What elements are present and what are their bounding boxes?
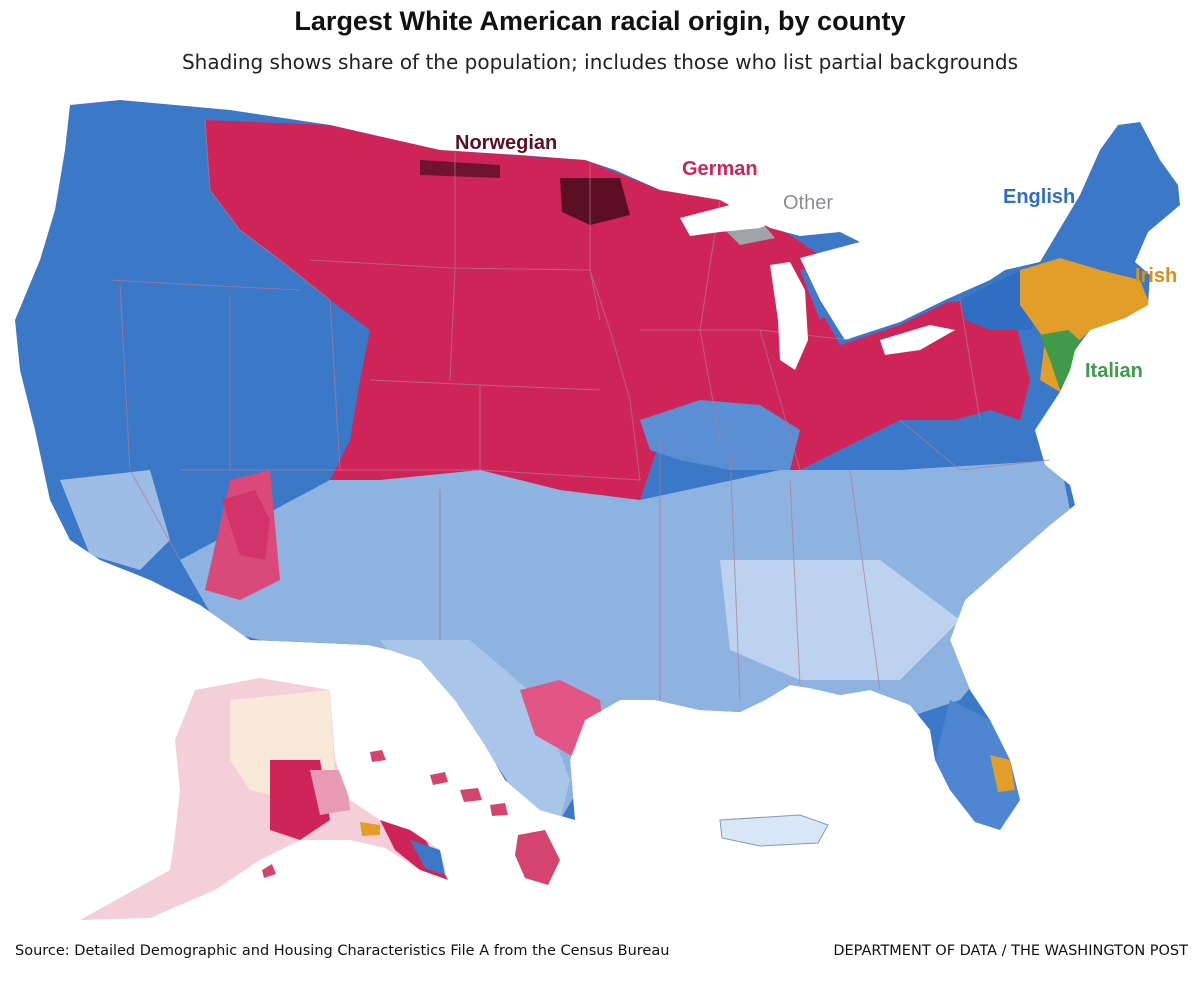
label-norwegian: Norwegian [455, 132, 558, 154]
region-florida [935, 700, 1020, 830]
alaska-map [80, 678, 448, 920]
region-german-nevada [222, 490, 270, 560]
region-irish-florida [990, 755, 1015, 792]
credit-line: DEPARTMENT OF DATA / THE WASHINGTON POST [833, 943, 1188, 959]
region-south-california-pale [60, 470, 170, 570]
alaska-english [410, 840, 445, 875]
state-borders [109, 119, 1051, 701]
label-english: English [1003, 186, 1076, 208]
hawaii-map [430, 772, 560, 885]
map-subtitle: Shading shows share of the population; i… [181, 50, 1019, 74]
label-irish: Irish [1135, 265, 1178, 287]
region-norwegian-nd [560, 178, 630, 225]
lake-superior [680, 200, 790, 236]
alaska-island-1 [370, 750, 386, 762]
alaska-island-2 [262, 864, 276, 878]
region-english-south-light [180, 460, 1080, 820]
hawaii-island-3 [490, 803, 508, 816]
hawaii-island-2 [460, 788, 482, 802]
label-other: Other [783, 192, 834, 214]
hawaii-big-island [515, 830, 560, 885]
region-english-missouri [640, 400, 800, 470]
alaska-irish [360, 822, 380, 836]
label-german: German [682, 158, 758, 180]
puerto-rico [719, 814, 829, 847]
lake-huron [820, 255, 865, 320]
conus-map [15, 100, 1180, 830]
region-norwegian-border [420, 160, 500, 178]
lake-michigan [770, 262, 808, 370]
lake-erie [880, 325, 955, 355]
map-title: Largest White American racial origin, by… [294, 6, 906, 36]
region-german [205, 120, 1030, 500]
source-note: Source: Detailed Demographic and Housing… [15, 943, 670, 959]
alaska-base [80, 678, 448, 920]
region-english-deep-south-pale [720, 560, 960, 680]
hawaii-island-1 [430, 772, 448, 785]
label-italian: Italian [1085, 360, 1143, 382]
alaska-german-pale [310, 770, 350, 815]
